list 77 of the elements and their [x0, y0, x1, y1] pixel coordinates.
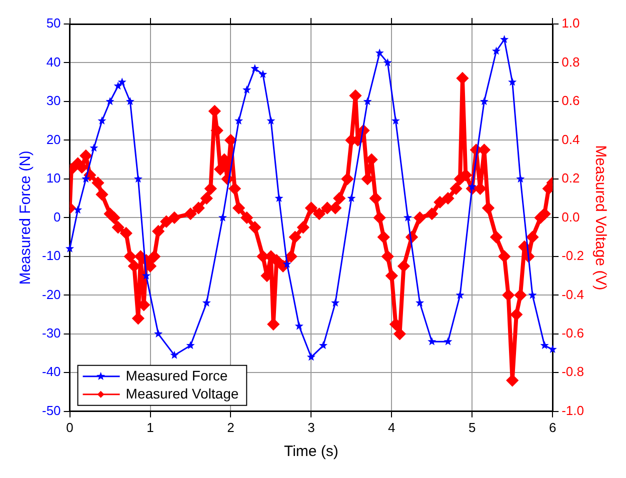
y2-tick-label: 0.2 [562, 170, 580, 186]
y-tick-label: -30 [42, 326, 61, 340]
point [202, 298, 211, 307]
point [444, 337, 452, 346]
point [186, 341, 195, 350]
point [90, 143, 98, 152]
y-tick-label: -50 [42, 402, 61, 418]
point [66, 244, 74, 252]
y2-tick-label: -0.2 [562, 248, 584, 264]
y2-tick-label: -0.4 [562, 286, 584, 302]
x-tick-label: 4 [388, 420, 396, 435]
point [468, 182, 476, 190]
point [218, 213, 227, 222]
y-tick-label: 20 [46, 132, 61, 147]
point [540, 341, 549, 350]
y-tick-label: 0 [54, 209, 61, 224]
point [294, 322, 304, 330]
x-tick-label: 0 [66, 420, 74, 435]
y2-tick-label: -0.8 [562, 364, 584, 380]
point [98, 116, 106, 124]
point [516, 174, 525, 183]
y2-tick-label: -0.6 [562, 326, 584, 340]
x-tick-label: 3 [308, 420, 315, 435]
point [242, 85, 252, 94]
point [74, 205, 82, 214]
point [492, 46, 501, 55]
x-tick-label: 5 [468, 420, 476, 435]
legend-label: Measured Force [126, 367, 228, 384]
point [114, 81, 122, 90]
x-axis-title: Time (s) [284, 443, 338, 460]
x-tick-label: 6 [548, 420, 556, 435]
y-tick-label: -40 [42, 364, 61, 380]
point [306, 352, 316, 361]
y2-tick-label: -1.0 [562, 402, 584, 418]
point [391, 116, 400, 124]
y-tick-label: -10 [42, 248, 61, 264]
point [106, 96, 114, 106]
point [548, 344, 557, 354]
y-tick-label: -20 [42, 286, 61, 302]
point [347, 194, 356, 202]
y-axis-title: Measured Force (N) [17, 150, 34, 285]
point [480, 96, 488, 106]
y-tick-label: 40 [46, 54, 61, 70]
y2-tick-label: 0.4 [562, 132, 580, 147]
point [126, 96, 134, 106]
y2-tick-label: 0.0 [562, 209, 580, 224]
y-tick-label: 10 [46, 170, 61, 186]
point [274, 194, 284, 202]
point [331, 298, 340, 307]
point [428, 337, 436, 346]
point [375, 48, 384, 57]
point [500, 34, 509, 44]
point [258, 70, 268, 78]
point [383, 58, 392, 66]
point [266, 116, 276, 124]
x-tick-label: 1 [146, 420, 154, 435]
x-tick-label: 2 [227, 420, 234, 435]
point [250, 64, 260, 72]
y-tick-label: 30 [46, 93, 61, 108]
y2-tick-label: 1.0 [562, 16, 580, 31]
point [508, 78, 517, 86]
point [416, 298, 424, 307]
y2-tick-label: 0.8 [562, 54, 580, 70]
legend-label: Measured Voltage [126, 385, 239, 402]
y2-axis-title: Measured Voltage (V) [592, 145, 609, 290]
point [142, 271, 151, 280]
point [154, 329, 163, 338]
point [118, 78, 126, 86]
y-tick-label: 50 [46, 16, 61, 31]
y2-tick-label: 0.6 [562, 93, 580, 108]
point [318, 341, 328, 350]
point [456, 290, 464, 299]
point [234, 116, 244, 124]
point [403, 213, 412, 222]
point [528, 290, 537, 299]
point [363, 96, 372, 106]
point [170, 350, 179, 359]
